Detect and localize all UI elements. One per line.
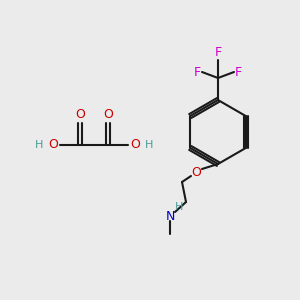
Text: H: H [175,202,183,212]
Text: O: O [103,109,113,122]
Text: H: H [145,140,153,150]
Text: F: F [235,65,242,79]
Text: F: F [214,46,222,59]
Text: O: O [130,139,140,152]
Text: O: O [75,109,85,122]
Text: N: N [165,209,175,223]
Text: F: F [194,65,201,79]
Text: O: O [191,166,201,178]
Text: O: O [48,139,58,152]
Text: H: H [35,140,43,150]
